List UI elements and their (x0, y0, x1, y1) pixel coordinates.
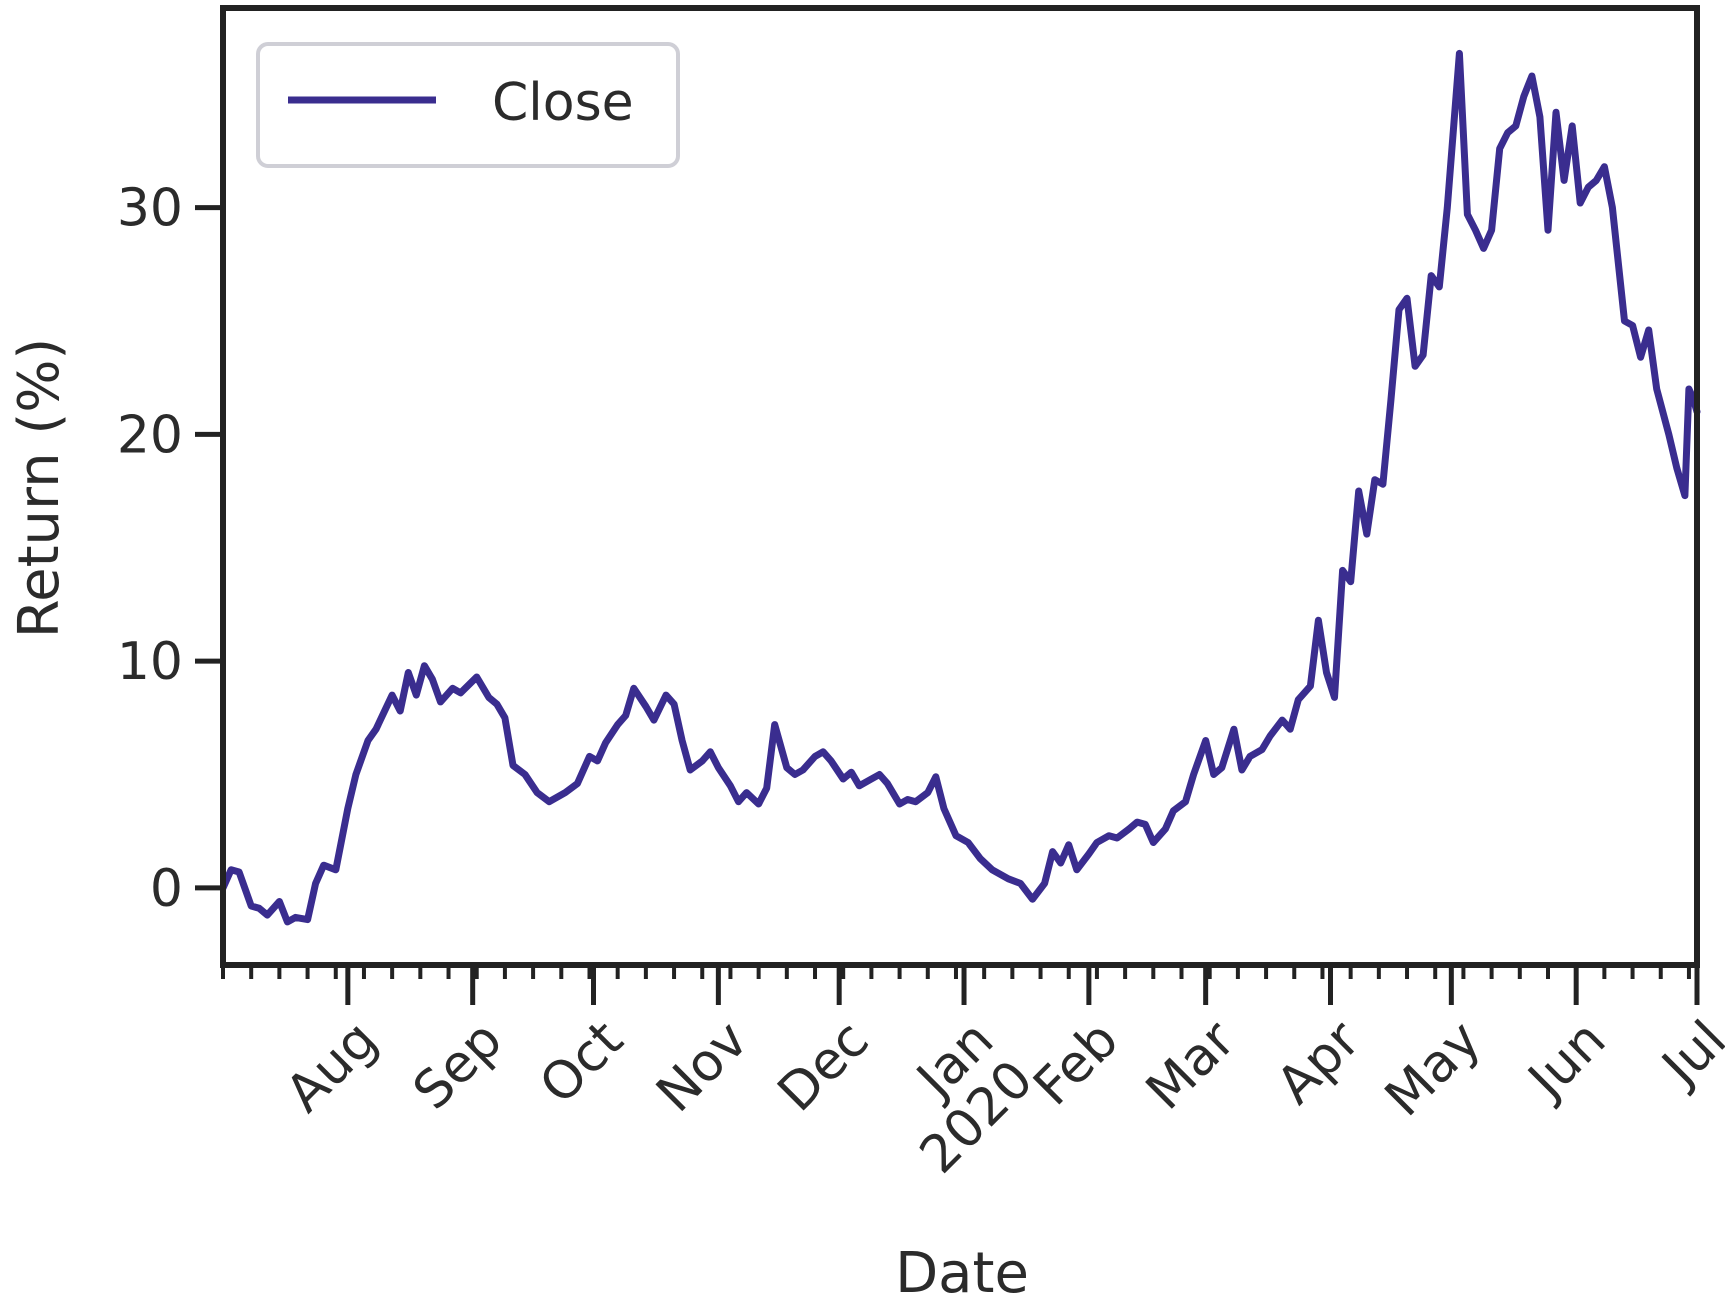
x-tick-label-line: Oct (529, 1010, 635, 1116)
x-tick-label: Dec (767, 1010, 881, 1124)
x-tick-label: Sep (402, 1010, 514, 1122)
x-tick-label: Oct (529, 1010, 635, 1116)
x-tick-label-line: Jun (1515, 1010, 1617, 1112)
x-tick-label-line: Dec (767, 1010, 881, 1124)
y-tick-label: 0 (150, 859, 183, 919)
plot-frame (220, 5, 1700, 968)
x-tick-label-line: Nov (645, 1010, 759, 1124)
legend-label: Close (492, 73, 634, 133)
x-tick-label: Mar (1135, 1009, 1247, 1121)
x-tick-label: Jan2020 (869, 1010, 1045, 1186)
x-tick-label: Feb (1023, 1010, 1131, 1118)
legend-box (256, 42, 680, 168)
x-tick-label: Aug (275, 1010, 389, 1124)
x-tick-label: Jun (1515, 1010, 1617, 1112)
x-tick-label-line: Feb (1023, 1010, 1131, 1118)
x-tick-label-line: Mar (1135, 1009, 1247, 1121)
x-tick-label-line: Sep (402, 1010, 514, 1122)
x-tick-label-line: Jul (1649, 1010, 1725, 1099)
y-axis-title: Return (%) (7, 338, 72, 639)
y-tick-label: 10 (117, 632, 183, 692)
plot-area (219, 49, 1701, 926)
close-series-line (219, 49, 1701, 926)
x-tick-label: Apr (1266, 1009, 1372, 1115)
x-tick-label-line: Aug (275, 1010, 389, 1124)
legend: Close (256, 42, 680, 168)
x-tick-label-line: Apr (1266, 1009, 1372, 1115)
x-tick-label: Nov (645, 1010, 759, 1124)
y-tick-label: 30 (117, 179, 183, 239)
x-tick-label: Jul (1649, 1010, 1725, 1099)
x-axis-title: Date (895, 1241, 1029, 1298)
x-tick-label-line: May (1374, 1010, 1492, 1128)
y-tick-label: 20 (117, 405, 183, 465)
x-tick-label: May (1374, 1010, 1492, 1128)
